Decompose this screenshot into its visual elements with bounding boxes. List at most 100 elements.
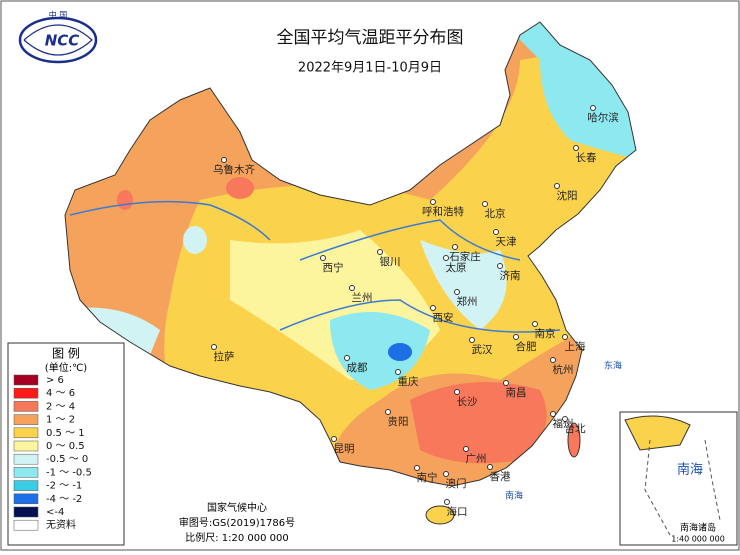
city-marker xyxy=(497,263,503,269)
hainan xyxy=(425,505,455,525)
city-label: 南昌 xyxy=(506,386,527,399)
river xyxy=(279,299,561,333)
city-label: 拉萨 xyxy=(214,350,235,363)
city-label: 济南 xyxy=(500,269,521,282)
legend-label: 0 ～ 0.5 xyxy=(46,441,85,452)
legend-swatch xyxy=(13,414,39,425)
city-marker xyxy=(482,201,488,207)
city-label: 太原 xyxy=(446,261,467,274)
city-label: 杭州 xyxy=(553,363,574,376)
city-label: 广州 xyxy=(466,453,487,465)
city-label: 北京 xyxy=(485,207,506,220)
city-label: 重庆 xyxy=(398,375,419,388)
footer-org: 国家气候中心 xyxy=(207,501,267,514)
city-marker xyxy=(463,446,469,452)
city-marker xyxy=(211,344,217,350)
city-label: 海口 xyxy=(447,505,468,518)
legend-swatch xyxy=(13,493,39,505)
sea-label: 南海 xyxy=(505,490,523,502)
legend-swatch xyxy=(13,519,39,531)
legend-title: 图 例 xyxy=(52,347,80,361)
city-label: 兰州 xyxy=(352,291,373,304)
legend-swatch xyxy=(13,453,39,465)
legend-label: 4 ～ 6 xyxy=(46,388,75,399)
city-marker xyxy=(554,183,560,189)
city-label: 西安 xyxy=(433,311,454,324)
city-label: 沈阳 xyxy=(557,189,578,202)
city-label: 上海 xyxy=(565,340,586,353)
city-marker xyxy=(443,255,449,261)
city-marker xyxy=(454,389,460,395)
city-label: 乌鲁木齐 xyxy=(213,163,255,176)
logo-text: NCC xyxy=(45,32,80,50)
legend-swatch xyxy=(13,506,39,518)
subtitle: 2022年9月1日-10月9日 xyxy=(298,61,442,76)
legend-swatch xyxy=(13,374,39,386)
city-label: 呼和浩特 xyxy=(422,206,464,218)
city-marker xyxy=(493,229,499,235)
city-label: 长沙 xyxy=(457,396,478,408)
city-marker xyxy=(344,355,350,361)
city-marker xyxy=(452,244,458,250)
city-marker xyxy=(320,255,326,261)
city-marker xyxy=(550,411,556,417)
taiwan xyxy=(567,422,581,458)
city-marker xyxy=(513,334,519,340)
inset: 南海 南海诸岛 1:40 000 000 xyxy=(619,411,738,546)
city-marker xyxy=(443,471,449,477)
city-marker xyxy=(221,157,227,163)
logo: NCC 中 国 xyxy=(18,10,98,64)
inset-title: 南海 xyxy=(677,462,703,478)
city-label: 石家庄 xyxy=(449,250,481,263)
city-label: 昆明 xyxy=(334,443,355,455)
city-marker xyxy=(454,289,460,295)
city-marker xyxy=(414,465,420,471)
city-label: 天津 xyxy=(496,236,517,248)
city-marker xyxy=(562,416,568,422)
city-label: 贵阳 xyxy=(388,415,409,428)
legend-label: <-4 xyxy=(46,507,64,518)
legend-label: 2 ～ 4 xyxy=(46,401,75,412)
city-label: 香港 xyxy=(490,471,511,483)
logo-country: 中 国 xyxy=(49,10,68,20)
city-label: 南宁 xyxy=(417,471,438,484)
legend-label: > 6 xyxy=(46,375,64,386)
city-marker xyxy=(573,145,579,151)
footer-approval: 审图号:GS(2019)1786号 xyxy=(179,516,295,529)
city-marker xyxy=(377,249,383,255)
legend-label: -1 ～ -0.5 xyxy=(46,467,92,478)
legend-label: -2 ～ -1 xyxy=(46,481,82,492)
city-label: 南京 xyxy=(535,327,556,340)
city-marker xyxy=(430,305,436,311)
city-marker xyxy=(395,369,401,375)
sea-label: 东海 xyxy=(604,360,622,372)
city-label: 澳门 xyxy=(446,477,467,490)
legend-swatch xyxy=(13,467,39,478)
city-marker xyxy=(562,334,568,340)
legend-swatch xyxy=(13,427,39,439)
city-label: 西宁 xyxy=(323,261,344,274)
legend-label: 无资料 xyxy=(46,518,76,531)
river xyxy=(299,219,521,261)
city-marker xyxy=(385,409,391,415)
legend-swatch xyxy=(13,401,39,412)
river xyxy=(69,200,271,241)
city-label: 合肥 xyxy=(516,340,537,353)
city-label: 武汉 xyxy=(472,343,493,356)
city-label: 台北 xyxy=(565,422,586,435)
city-marker xyxy=(532,321,538,327)
city-marker xyxy=(444,499,450,505)
city-marker xyxy=(430,199,436,205)
legend-swatch xyxy=(13,480,39,491)
city-marker xyxy=(349,285,355,291)
footer-scale: 比例尺: 1:20 000 000 xyxy=(185,531,289,544)
legend-label: -0.5 ～ 0 xyxy=(46,454,88,465)
city-marker xyxy=(487,464,493,470)
city-label: 长春 xyxy=(576,152,597,164)
city-label: 成都 xyxy=(347,362,368,374)
inset-label: 南海诸岛 xyxy=(680,522,716,534)
inset-scale: 1:40 000 000 xyxy=(671,535,725,544)
legend-label: -4 ～ -2 xyxy=(46,494,82,505)
legend: 图 例 (单位:℃) > 6 4 ～ 6 2 ～ 4 1 ～ 2 0.5 ～ 1 0 ～ … xyxy=(7,342,125,546)
